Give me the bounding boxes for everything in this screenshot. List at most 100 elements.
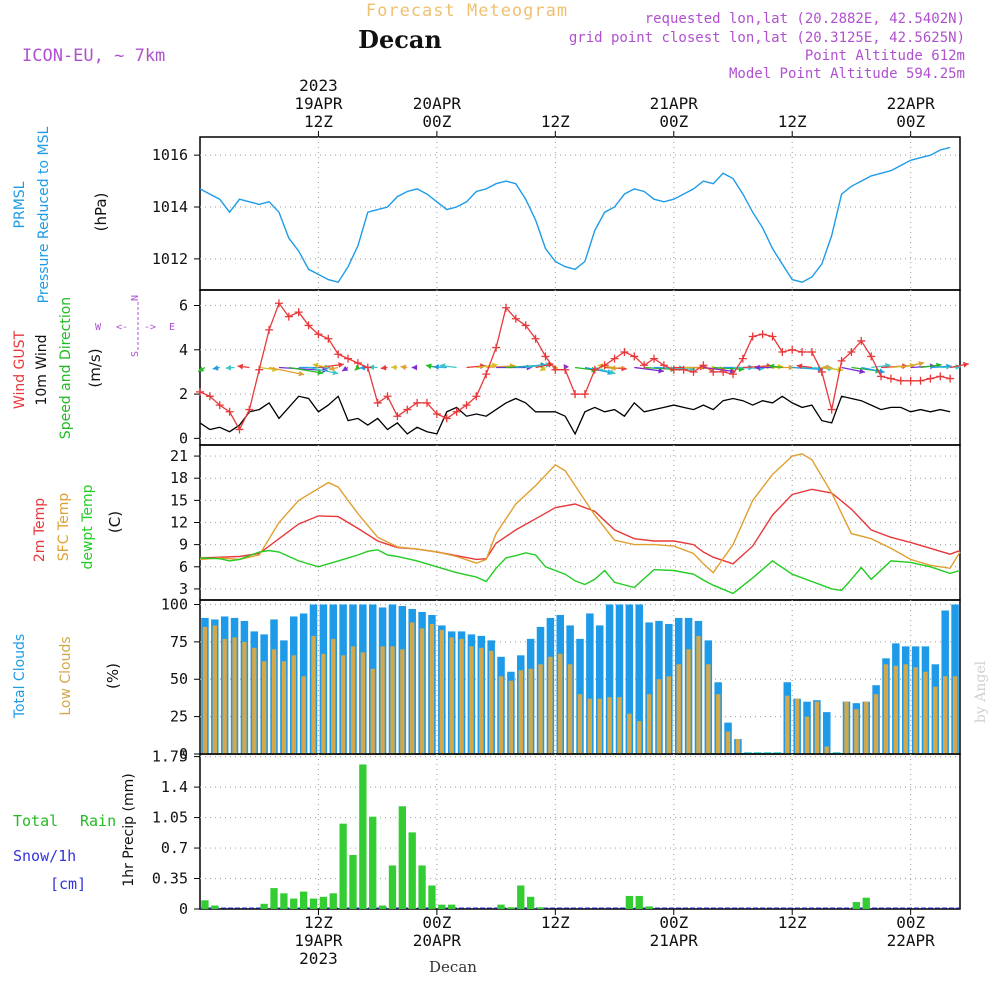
wind-gust-marker [650, 354, 659, 363]
wind-direction-arrow [288, 366, 324, 374]
wind-gust-marker [531, 334, 540, 343]
wind-gust-marker [788, 345, 797, 354]
top-axis-label: 21APR [650, 94, 699, 113]
wind-direction-arrowhead [411, 364, 417, 371]
low-cloud-bar [686, 649, 691, 754]
rain-bar [625, 895, 634, 909]
low-cloud-bar [814, 701, 820, 754]
rain-bar [428, 885, 436, 909]
low-cloud-bar [400, 649, 405, 754]
rain-bar [319, 896, 328, 909]
dewpt-label: dewpt Temp [80, 484, 96, 569]
model-name: ICON-EU, ~ 7km [22, 46, 165, 66]
wind-direction-arrowhead [963, 361, 969, 368]
bottom-station-name: Decan [429, 958, 477, 976]
wind-gust-marker [867, 352, 876, 361]
wind-gust-marker [571, 390, 580, 399]
wind-direction-arrowhead [380, 364, 387, 371]
clouds-unit: (%) [104, 663, 122, 689]
low-cloud-bar [281, 661, 287, 754]
low-cloud-bar [854, 709, 859, 754]
wind-direction-arrowhead [298, 370, 305, 377]
wind-direction-arrowhead [859, 368, 865, 374]
wind-ytick-label: 0 [179, 429, 188, 447]
rain-bar [270, 888, 278, 909]
wind-gust-marker [324, 334, 333, 343]
compass-west: W [95, 322, 102, 333]
wind-direction-arrowhead [768, 363, 775, 370]
wind-gust-marker [521, 321, 530, 330]
wind-direction-arrowhead [946, 363, 952, 370]
wind-gust-marker [659, 361, 668, 370]
wind-direction-arrowhead [433, 364, 439, 370]
bottom-axis-label: 21APR [650, 931, 699, 950]
low-cloud-bar [577, 694, 583, 754]
wind-gust-marker [847, 348, 856, 356]
low-cloud-bar [627, 713, 632, 754]
temp-ytick-label: 18 [170, 469, 188, 487]
rain-bar [299, 891, 308, 909]
low-cloud-bar [222, 638, 227, 754]
precipitation-panel: 0 0.35 0.7 1.05 1.4 1.75 [152, 748, 961, 918]
wind-gust-marker [590, 365, 599, 374]
low-cloud-bar [883, 664, 889, 754]
wind-gust-marker [373, 398, 382, 407]
low-cloud-bar [735, 739, 741, 754]
wind-gust-marker [452, 407, 461, 416]
low-cloud-bar [824, 746, 829, 754]
low-cloud-bar [617, 697, 622, 754]
rain-label: Rain [80, 812, 116, 830]
clouds-ytick-label: 50 [170, 670, 188, 688]
precip-ytick-label: 1.05 [152, 809, 188, 827]
low-cloud-bar [321, 653, 326, 754]
rain-bar [497, 904, 505, 909]
low-cloud-bar [331, 638, 336, 754]
rain-bar [398, 806, 406, 909]
total-label: Total [13, 812, 58, 830]
wind-direction-arrowhead [597, 363, 604, 369]
wind-ytick-label: 6 [179, 297, 188, 315]
low-cloud-bar [538, 664, 543, 754]
wind-direction-arrowhead [198, 366, 205, 372]
total-cloud-bar [605, 604, 614, 754]
wind-direction-arrowhead [225, 364, 232, 371]
rain-bar [309, 898, 318, 909]
wind-gust-marker [432, 410, 441, 418]
wind-direction-arrowhead [540, 365, 546, 371]
low-cloud-bar [301, 676, 306, 754]
wind-direction-arrowhead [788, 364, 795, 371]
wind-gust-marker [511, 314, 520, 323]
temp-ytick-label: 6 [179, 558, 188, 576]
low-cloud-bar [479, 647, 484, 754]
wind-direction-arrowhead [796, 363, 803, 370]
wind-gust-marker [620, 348, 629, 356]
wind-speed-line [199, 395, 951, 436]
low-cloud-bar [587, 698, 593, 754]
temp-ytick-label: 21 [170, 447, 188, 465]
wind-direction-arrowhead [918, 361, 925, 367]
low-cloud-bar [558, 653, 563, 754]
wind-gust-marker [225, 407, 234, 416]
pressure-panel: 1012 1014 1016 [152, 136, 961, 291]
low-cloud-bar [261, 661, 267, 754]
rain-bar [448, 904, 456, 909]
wind-direction-arrowhead [621, 365, 627, 372]
low-cloud-bar [360, 652, 366, 754]
low-cloud-bar [380, 646, 385, 754]
rain-bar [526, 896, 535, 909]
wind-gust-marker [610, 354, 619, 363]
wind-gust-marker [274, 299, 283, 308]
wind-direction-arrowhead [658, 367, 664, 374]
wind-panel: 0 2 4 6 [179, 289, 969, 447]
wind-gust-marker [906, 376, 915, 385]
low-cloud-bar [804, 716, 810, 754]
pressure-labels: PRMSL Pressure Reduced to MSL (hPa) [12, 126, 110, 303]
top-axis-label: 00Z [422, 112, 451, 131]
wind-gust-marker [877, 372, 886, 381]
low-cloud-bar [528, 668, 533, 754]
wind-gust-marker [353, 359, 362, 368]
rain-bar [290, 898, 298, 909]
